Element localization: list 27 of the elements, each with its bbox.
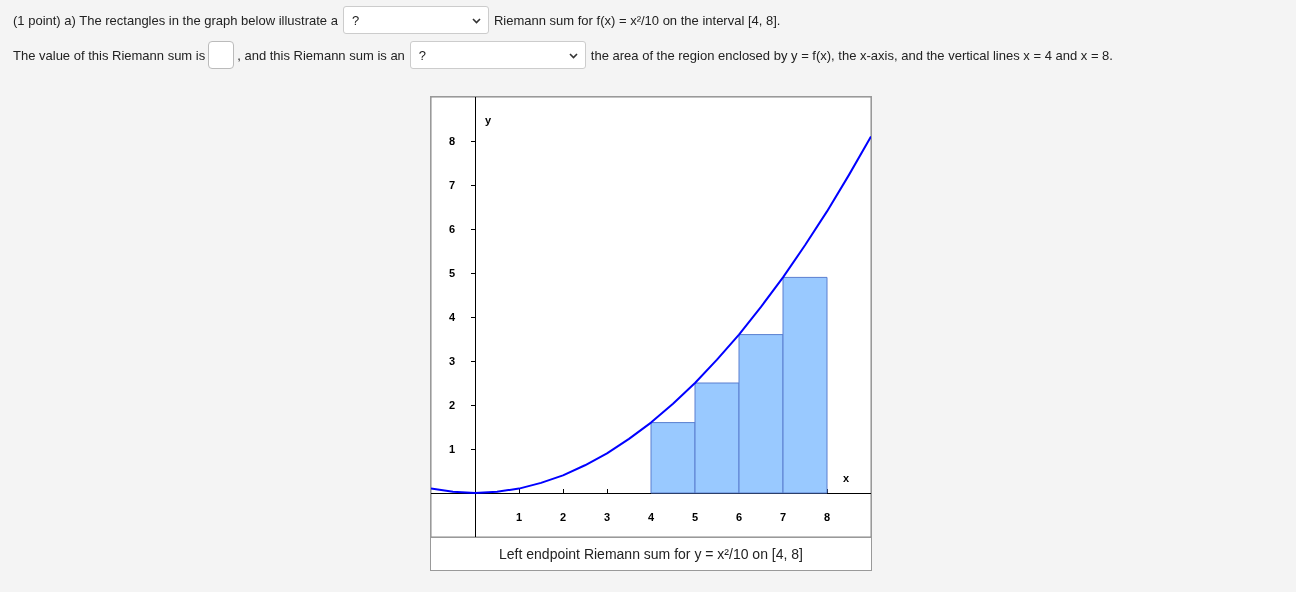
y-tick-label: 5	[448, 267, 456, 279]
y-tick-label: 1	[448, 443, 456, 455]
x-tick-label: 5	[691, 511, 699, 523]
line-series	[431, 135, 871, 494]
y-tick-label: 4	[448, 311, 456, 323]
y-axis-title: y	[485, 113, 492, 126]
text: The value of this Riemann sum is	[13, 47, 206, 63]
dropdown-field: ?	[409, 41, 586, 69]
y-tick-label: 6	[448, 223, 456, 235]
x-axis-title: x	[843, 471, 850, 484]
text: Riemann sum for f(x) = x²/10 on the interval [4, 8].	[493, 12, 781, 28]
y-tick-label: 8	[448, 135, 456, 147]
y-tick-label: 3	[448, 355, 456, 367]
x-tick-label: 2	[559, 511, 567, 523]
x-tick-label: 6	[735, 511, 743, 523]
y-tick-label: 7	[448, 179, 456, 191]
text: the area of the region enclosed by y = f(x), the x-axis, and the vertical lines x = 4 and x = 8.	[590, 47, 1113, 63]
dropdown-field: ?	[342, 6, 489, 34]
text: , and this Riemann sum is an	[237, 47, 405, 63]
y-tick-label: 2	[448, 399, 456, 411]
x-tick-label: 7	[779, 511, 787, 523]
x-tick-label: 3	[603, 511, 611, 523]
x-tick-label: 1	[515, 511, 523, 523]
text: (1 point) a) The rectangles in the graph below illustrate a	[13, 12, 338, 28]
x-tick-label: 4	[647, 511, 655, 523]
x-tick-label: 8	[823, 511, 831, 523]
text: Left endpoint Riemann sum for y = x²/10 on [4, 8]	[431, 537, 871, 571]
